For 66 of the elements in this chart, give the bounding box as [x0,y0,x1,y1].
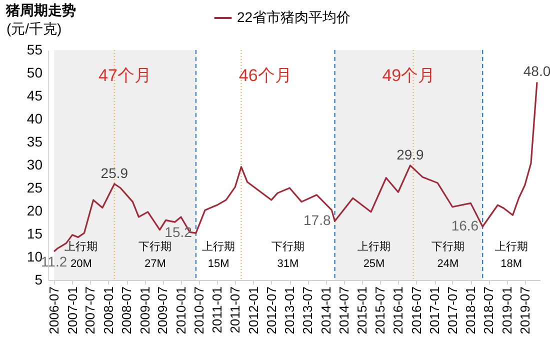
annotation: 上行期 [64,240,98,253]
x-tick-label: 2013-07 [300,286,316,334]
annotation: 上行期 [358,240,391,253]
annotation: 24M [437,258,459,270]
annotation: 下行期 [272,241,304,253]
y-tick-label: 15 [26,226,43,242]
y-tick-label: 30 [26,156,43,172]
y-tick-label: 25 [26,180,43,196]
y-axis-title: (元/千克) [6,20,62,36]
data-label: 25.9 [100,164,128,181]
x-tick-label: 2012-01 [246,286,261,334]
x-tick-label: 2011-01 [210,286,225,334]
annotation: 27M [144,258,166,270]
x-tick-label: 2016-01 [390,286,406,334]
band-label: 49个月 [382,66,436,85]
annotation: 上行期 [494,240,528,253]
x-tick-label: 2018-07 [481,286,496,334]
x-tick-label: 2017-07 [444,286,460,334]
data-label: 11.2 [40,253,68,270]
x-tick-label: 2016-07 [408,286,424,334]
x-tick-label: 2009-07 [155,286,170,334]
y-tick-label: 35 [26,134,43,150]
x-tick-label: 2015-07 [372,286,388,334]
data-label: 48.0 [523,63,550,80]
x-tick-label: 2019-01 [499,286,514,334]
band-label: 47个月 [98,66,152,85]
y-tick-label: 55 [26,42,43,58]
x-tick-label: 2006-07 [46,286,62,334]
legend-label: 22省市猪肉平均价 [237,9,351,25]
annotation: 46个月 [238,66,292,85]
x-tick-label: 2011-07 [228,286,243,334]
x-tick-label: 2012-07 [264,286,279,334]
x-tick-label: 2014-07 [336,286,352,334]
annotation: 下行期 [431,241,464,253]
x-tick-label: 2019-07 [517,286,532,334]
y-tick-label: 40 [26,110,43,126]
data-label: 29.9 [396,146,424,162]
y-tick-label: 20 [26,202,43,218]
annotation: 下行期 [138,241,172,253]
annotation: 18M [500,258,522,270]
x-tick-label: 2014-01 [318,286,334,334]
x-tick-label: 2017-01 [427,286,442,334]
chart-title: 猪周期走势 [5,2,76,18]
data-label: 17.8 [304,212,331,228]
annotation: 上行期 [202,240,236,253]
x-tick-label: 2008-07 [119,286,134,334]
x-tick-label: 2010-07 [191,286,206,334]
data-label: 16.6 [451,218,479,234]
x-tick-label: 2018-01 [463,286,478,334]
x-tick-label: 2007-01 [64,286,80,334]
annotation: 31M [277,258,299,270]
line-series [53,81,538,252]
y-tick-label: 45 [26,88,43,104]
data-label: 15.2 [164,224,192,240]
x-tick-label: 2007-07 [82,286,98,334]
x-tick-label: 2010-01 [173,286,188,334]
y-tick-label: 5 [34,272,43,288]
y-tick-label: 50 [26,64,43,80]
x-tick-label: 2015-01 [354,286,370,334]
x-tick-label: 2008-01 [100,286,116,334]
annotation: 15M [208,258,230,270]
y-tick-label: 10 [26,248,43,264]
annotation: 20M [70,258,92,270]
x-tick-label: 2009-01 [137,286,152,334]
annotation: 25M [363,258,385,270]
x-tick-label: 2013-01 [282,286,298,334]
